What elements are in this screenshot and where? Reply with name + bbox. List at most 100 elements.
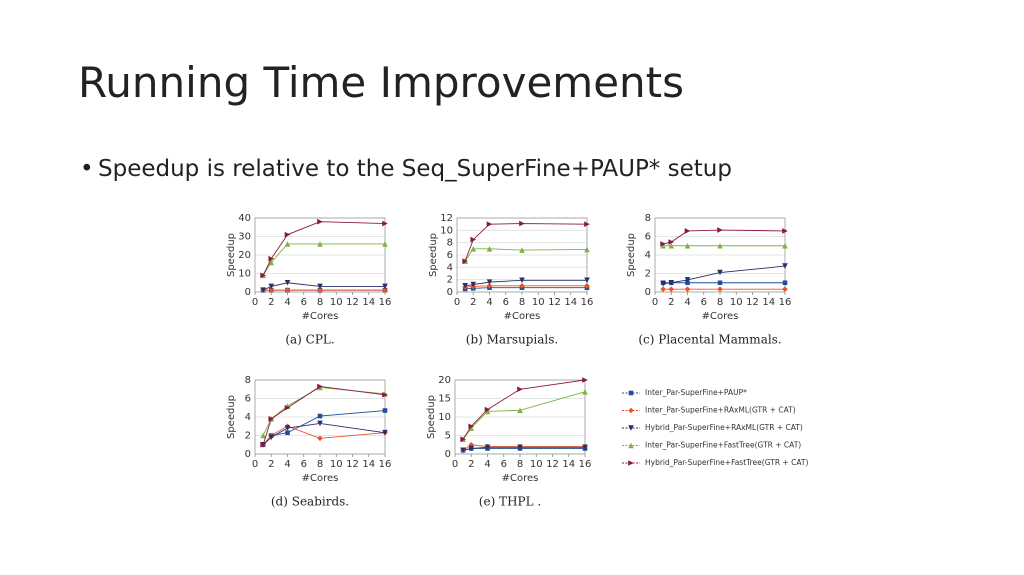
x-tick-label: 10 [330,459,343,470]
y-tick-label: 4 [645,250,651,261]
y-tick-label: 10 [440,225,453,236]
y-tick-label: 0 [245,449,251,460]
marker [460,447,466,454]
marker [382,408,388,413]
x-tick-label: 4 [484,459,490,470]
chart-caption: (c) Placental Mammals. [638,333,781,347]
x-axis-label: #Cores [702,311,739,322]
marker [317,241,323,247]
bullet-item: • Speedup is relative to the Seq_SuperFin… [80,156,732,182]
series-line [465,279,587,287]
x-tick-label: 14 [562,459,575,470]
marker [317,283,323,290]
y-tick-label: 10 [238,269,251,280]
x-tick-label: 2 [668,297,674,308]
series-line [262,410,386,446]
marker [717,227,723,233]
y-tick-label: 4 [245,412,251,423]
marker [519,283,525,289]
marker [470,246,477,252]
marker [268,259,275,266]
marker [519,220,525,227]
y-tick-label: 30 [238,232,251,243]
marker [519,277,525,284]
marker [317,383,323,390]
chart-caption: (a) CPL. [285,333,334,347]
x-tick-label: 0 [652,297,658,308]
series-line [262,282,385,291]
marker [782,280,788,286]
legend-label: Inter_Par-SuperFine+RAxML(GTR + CAT) [645,406,796,415]
marker [284,425,291,431]
marker [782,242,788,249]
y-axis-label: Speedup [226,395,237,439]
marker [462,258,468,264]
marker [628,407,634,414]
x-tick-label: 0 [454,297,460,308]
x-tick-label: 6 [301,459,307,470]
x-tick-label: 12 [546,459,559,470]
marker [684,242,691,249]
x-axis-label: #Cores [302,473,339,484]
marker [285,430,290,436]
marker [268,283,275,290]
marker [460,436,466,442]
series-line [663,265,786,285]
marker [260,432,266,439]
marker [260,272,266,279]
y-tick-label: 2 [645,269,651,280]
marker [382,283,388,290]
marker [486,221,493,227]
slide-title: Running Time Improvements [78,58,685,107]
marker [260,441,266,448]
marker [628,425,634,431]
x-tick-label: 2 [268,459,274,470]
marker [260,287,266,293]
marker [668,242,675,249]
plot-frame [454,379,586,455]
x-tick-label: 16 [779,297,792,308]
marker [684,228,691,234]
marker [517,444,523,451]
marker [782,228,788,234]
marker [628,390,634,396]
marker [484,408,491,415]
legend-label: Inter_Par-SuperFine+FastTree(GTR + CAT) [645,441,801,450]
series-line [463,448,585,451]
y-tick-label: 2 [447,275,453,286]
legend-label: Inter_Par-SuperFine+PAUP* [645,388,747,397]
marker [317,287,323,293]
x-tick-label: 4 [486,297,492,308]
x-tick-label: 16 [579,459,592,470]
marker [660,286,666,293]
marker [284,404,291,411]
marker [584,221,590,227]
marker [468,425,475,431]
marker [382,241,388,247]
marker [668,279,675,286]
marker [268,255,275,262]
y-tick-label: 4 [447,262,453,273]
x-tick-label: 8 [717,297,723,308]
x-tick-label: 2 [468,459,474,470]
y-tick-label: 2 [245,431,251,442]
x-tick-label: 4 [284,459,290,470]
marker [470,236,477,243]
marker [484,406,491,413]
marker [468,445,475,452]
x-tick-label: 0 [452,459,458,470]
marker [584,246,590,253]
marker [717,280,723,286]
y-tick-label: 40 [238,213,251,224]
marker [582,389,588,395]
marker [317,413,323,419]
marker [468,423,475,430]
x-tick-label: 10 [530,459,543,470]
x-tick-label: 4 [684,297,690,308]
x-axis-label: #Cores [502,473,539,484]
marker [582,377,588,383]
marker [717,286,723,293]
marker [660,242,666,249]
bullet-text: Speedup is relative to the Seq_SuperFine… [98,156,732,182]
legend-label: Hybrid_Par-SuperFine+FastTree(GTR + CAT) [645,458,808,467]
